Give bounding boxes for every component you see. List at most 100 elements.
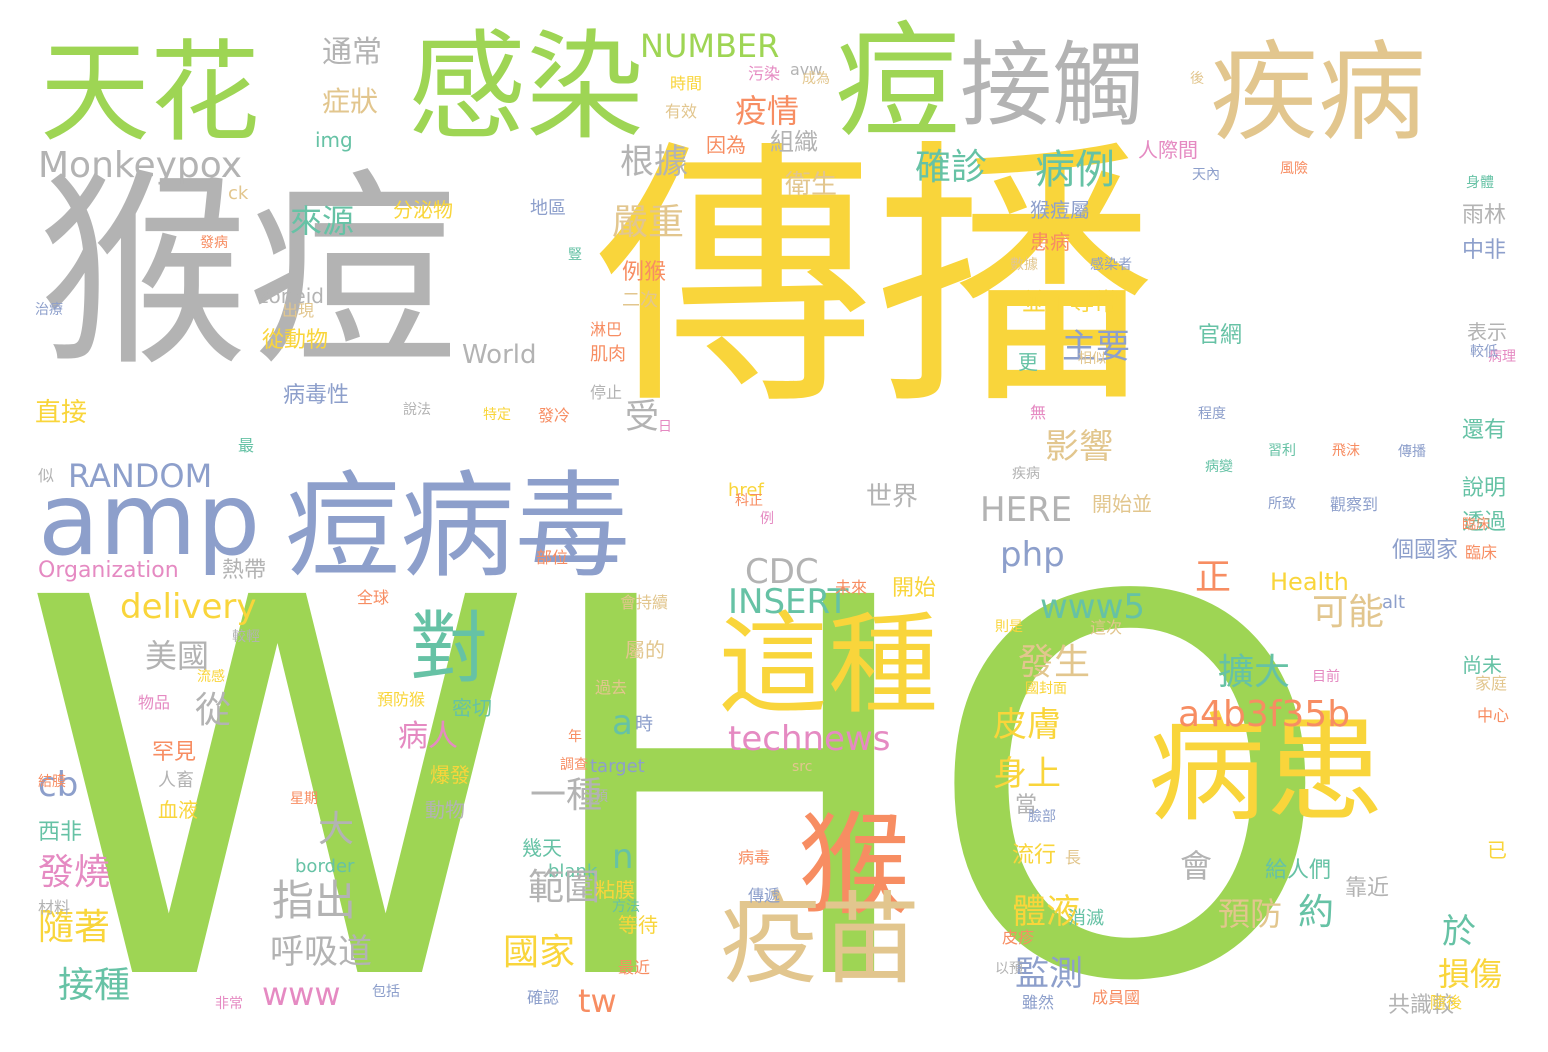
word-44: 確診 bbox=[915, 147, 988, 188]
word-110: 說明 bbox=[1462, 476, 1507, 501]
word-19: technews bbox=[728, 719, 891, 759]
word-94: 更 bbox=[1018, 350, 1038, 374]
word-102: 成為 bbox=[802, 71, 830, 87]
word-125: 當 bbox=[1015, 793, 1038, 818]
word-182: 所致 bbox=[1268, 496, 1296, 512]
word-122: 隨後 bbox=[1430, 993, 1463, 1012]
word-54: 約 bbox=[1298, 892, 1335, 933]
word-89: 二次 bbox=[622, 290, 658, 311]
word-130: 雖然 bbox=[1022, 993, 1055, 1012]
word-189: 年 bbox=[568, 729, 582, 745]
word-191: 屬的 bbox=[625, 638, 665, 662]
word-43: alt bbox=[1382, 592, 1406, 613]
word-97: 人際間 bbox=[1138, 138, 1198, 162]
word-200: 較低 bbox=[1470, 344, 1498, 360]
word-22: www5 bbox=[1040, 587, 1146, 627]
word-172: 科正 bbox=[735, 493, 763, 509]
word-145: 物品 bbox=[138, 693, 171, 712]
word-75: 來源 bbox=[290, 202, 355, 240]
word-56: 會 bbox=[1180, 847, 1213, 885]
word-166: 日 bbox=[658, 419, 672, 435]
word-24: HERE bbox=[980, 490, 1073, 530]
word-160: 發病 bbox=[200, 235, 228, 251]
word-163: 特定 bbox=[483, 407, 511, 423]
word-2: 猴痘 bbox=[38, 150, 459, 395]
word-103: 天內 bbox=[1192, 167, 1220, 183]
word-115: 家庭 bbox=[1475, 674, 1508, 693]
word-101: 污染 bbox=[748, 64, 781, 83]
word-73: 根據 bbox=[620, 142, 688, 182]
word-8: 接觸 bbox=[960, 32, 1145, 139]
word-176: 程度 bbox=[1198, 406, 1226, 422]
word-131: 成員國 bbox=[1092, 988, 1141, 1007]
word-25: CDC bbox=[745, 552, 819, 592]
word-106: 雨林 bbox=[1462, 203, 1507, 228]
word-18: delivery bbox=[120, 587, 257, 627]
word-161: 出現 bbox=[282, 301, 315, 320]
word-109: 還有 bbox=[1462, 418, 1507, 443]
word-198: 病理 bbox=[1488, 349, 1516, 365]
word-37: avw bbox=[790, 60, 823, 79]
word-60: 指出 bbox=[272, 876, 357, 925]
word-159: 治療 bbox=[35, 302, 63, 318]
word-68: 美國 bbox=[145, 637, 210, 675]
word-46: 主要 bbox=[1062, 327, 1130, 367]
word-155: 時 bbox=[635, 714, 653, 735]
word-72: 損傷 bbox=[1438, 955, 1503, 993]
word-41: blank bbox=[548, 861, 598, 882]
word-48: 發生 bbox=[1018, 642, 1091, 683]
word-193: 以預 bbox=[580, 789, 608, 805]
word-62: 大 bbox=[318, 809, 355, 850]
word-66: 接種 bbox=[58, 965, 131, 1006]
word-147: 罕見 bbox=[152, 740, 197, 765]
word-174: 開始並 bbox=[1092, 492, 1152, 516]
word-11: 這種 bbox=[718, 601, 938, 729]
word-99: 時間 bbox=[670, 74, 703, 93]
word-71: 於 bbox=[1442, 912, 1476, 952]
word-124: 長 bbox=[1065, 848, 1082, 867]
word-52: 體液 bbox=[1012, 892, 1080, 932]
word-79: 組織 bbox=[770, 128, 818, 156]
word-39: target bbox=[590, 756, 645, 777]
word-15: Monkeypox bbox=[38, 145, 242, 186]
word-31: World bbox=[462, 340, 537, 370]
word-153: 密切 bbox=[452, 696, 492, 720]
word-121: 共識較 bbox=[1388, 993, 1455, 1018]
word-132: 病毒 bbox=[738, 848, 771, 867]
word-38: href bbox=[728, 480, 764, 501]
word-93: 官網 bbox=[1198, 323, 1243, 348]
word-92: 並不尋常 bbox=[1022, 288, 1118, 316]
word-7: 痘 bbox=[835, 10, 960, 155]
word-53: 監測 bbox=[1015, 954, 1083, 994]
word-183: 觀察到 bbox=[1330, 495, 1379, 514]
word-36: ck bbox=[228, 183, 249, 204]
word-138: 等待 bbox=[618, 913, 658, 937]
word-70: 正 bbox=[1195, 557, 1232, 598]
word-96: 患病 bbox=[1030, 230, 1070, 254]
word-0: WHO bbox=[20, 489, 1335, 1052]
word-162: 說法 bbox=[403, 402, 431, 418]
word-192: 會持續 bbox=[620, 593, 669, 612]
word-149: 血液 bbox=[158, 798, 198, 822]
word-186: 則是 bbox=[995, 619, 1023, 635]
word-29: a bbox=[612, 703, 633, 743]
word-170: 未來 bbox=[835, 578, 868, 597]
word-151: 動物 bbox=[425, 798, 465, 822]
word-177: 無 bbox=[1030, 403, 1047, 422]
word-59: 一種 bbox=[530, 775, 603, 816]
word-77: 症狀 bbox=[322, 85, 379, 118]
word-21: INSERT bbox=[728, 582, 849, 622]
word-17: RANDOM bbox=[68, 457, 213, 495]
word-158: 較輕 bbox=[232, 629, 260, 645]
word-133: 傳遞 bbox=[748, 886, 781, 905]
word-118: 給人們 bbox=[1265, 858, 1332, 883]
word-167: 最 bbox=[238, 436, 255, 455]
word-80: 衛生 bbox=[785, 170, 838, 200]
word-128: 皮疹 bbox=[1002, 928, 1035, 947]
word-107: 中非 bbox=[1462, 238, 1507, 263]
word-69: 可能 bbox=[1312, 592, 1385, 633]
word-57: 國家 bbox=[503, 932, 576, 973]
word-74: 嚴重 bbox=[612, 202, 685, 243]
word-190: 調查 bbox=[560, 757, 588, 773]
word-137: 方法 bbox=[612, 899, 640, 915]
